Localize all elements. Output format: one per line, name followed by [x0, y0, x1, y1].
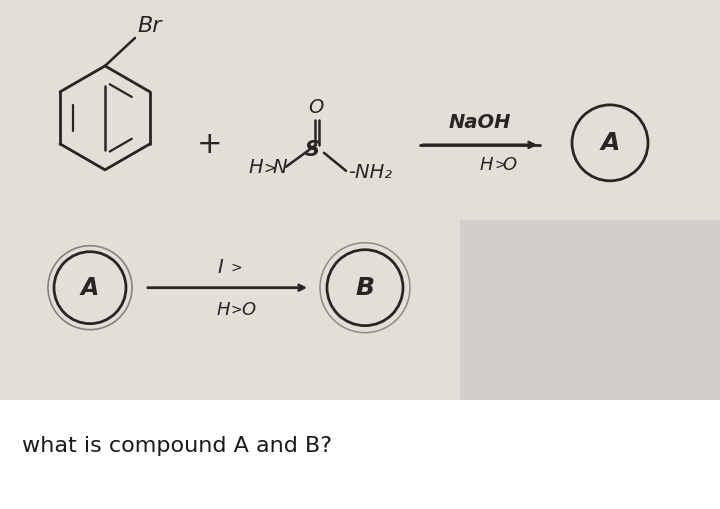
Text: A: A — [600, 131, 620, 155]
Text: >: > — [231, 261, 243, 275]
Text: H: H — [480, 156, 493, 174]
Text: H: H — [217, 301, 230, 319]
Text: I: I — [217, 258, 222, 277]
Text: N: N — [272, 158, 287, 177]
Text: A: A — [81, 276, 99, 300]
Text: what is compound A and B?: what is compound A and B? — [22, 436, 332, 456]
Bar — [460, 220, 720, 400]
Text: H: H — [248, 158, 263, 177]
Text: >: > — [494, 158, 505, 172]
Text: O: O — [502, 156, 516, 174]
Text: NaOH: NaOH — [449, 114, 511, 132]
Text: S: S — [305, 140, 320, 160]
Text: O: O — [241, 301, 255, 319]
Text: +: + — [197, 130, 222, 159]
Text: Br: Br — [137, 16, 161, 36]
Text: >: > — [263, 160, 276, 175]
Text: -NH₂: -NH₂ — [348, 163, 392, 182]
Text: >: > — [231, 303, 243, 317]
Text: B: B — [356, 276, 374, 300]
Text: O: O — [308, 98, 324, 118]
